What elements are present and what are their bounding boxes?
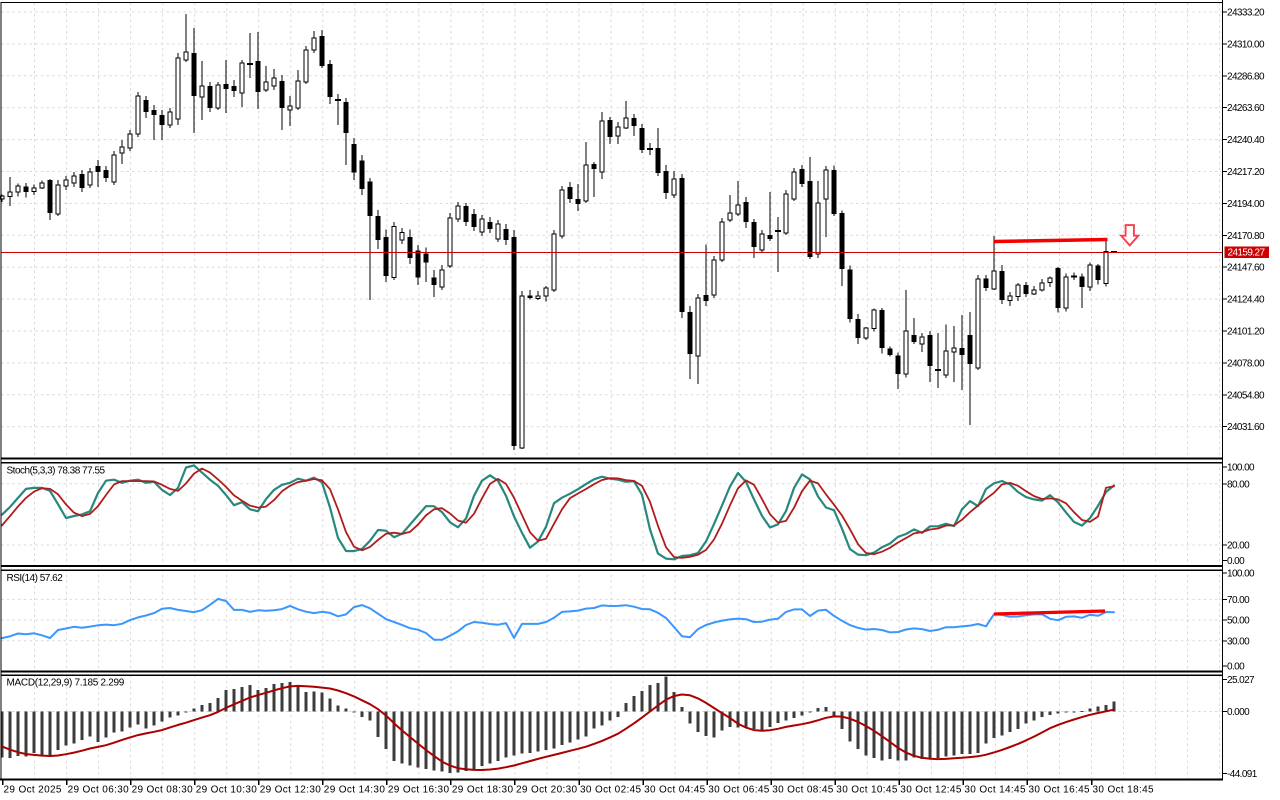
svg-text:29 Oct 14:30: 29 Oct 14:30 — [324, 785, 386, 796]
svg-text:29 Oct 18:30: 29 Oct 18:30 — [452, 785, 514, 796]
svg-text:0.000: 0.000 — [1227, 707, 1250, 718]
svg-text:30.00: 30.00 — [1227, 636, 1250, 647]
svg-text:24054.80: 24054.80 — [1227, 390, 1265, 401]
svg-text:30 Oct 06:45: 30 Oct 06:45 — [708, 785, 770, 796]
svg-text:29 Oct 06:30: 29 Oct 06:30 — [68, 785, 130, 796]
svg-text:29 Oct 12:30: 29 Oct 12:30 — [260, 785, 322, 796]
svg-text:30 Oct 14:45: 30 Oct 14:45 — [964, 785, 1026, 796]
svg-text:30 Oct 02:45: 30 Oct 02:45 — [580, 785, 642, 796]
svg-text:29 Oct 10:30: 29 Oct 10:30 — [196, 785, 258, 796]
svg-text:24333.20: 24333.20 — [1227, 8, 1265, 19]
svg-text:MACD(12,29,9) 7.185 2.299: MACD(12,29,9) 7.185 2.299 — [7, 678, 125, 689]
svg-text:24031.60: 24031.60 — [1227, 422, 1265, 433]
svg-text:30 Oct 10:45: 30 Oct 10:45 — [836, 785, 898, 796]
svg-text:30 Oct 18:45: 30 Oct 18:45 — [1093, 785, 1155, 796]
svg-text:24194.00: 24194.00 — [1227, 199, 1265, 210]
svg-text:29 Oct 16:30: 29 Oct 16:30 — [388, 785, 450, 796]
svg-text:25.027: 25.027 — [1227, 675, 1255, 686]
svg-text:0.00: 0.00 — [1227, 661, 1245, 672]
svg-text:24101.20: 24101.20 — [1227, 327, 1265, 338]
svg-text:24217.20: 24217.20 — [1227, 167, 1265, 178]
svg-text:29 Oct 20:30: 29 Oct 20:30 — [516, 785, 578, 796]
svg-text:Stoch(5,3,3) 78.38 77.55: Stoch(5,3,3) 78.38 77.55 — [7, 466, 106, 477]
svg-text:RSI(14) 57.62: RSI(14) 57.62 — [7, 573, 64, 584]
svg-text:30 Oct 08:45: 30 Oct 08:45 — [772, 785, 834, 796]
svg-text:100.00: 100.00 — [1227, 569, 1255, 580]
svg-text:30 Oct 04:45: 30 Oct 04:45 — [644, 785, 706, 796]
svg-text:29 Oct 2025: 29 Oct 2025 — [4, 785, 62, 796]
svg-text:24078.00: 24078.00 — [1227, 358, 1265, 369]
svg-text:30 Oct 16:45: 30 Oct 16:45 — [1029, 785, 1091, 796]
svg-text:50.00: 50.00 — [1227, 616, 1250, 627]
svg-text:70.00: 70.00 — [1227, 595, 1250, 606]
svg-text:24147.60: 24147.60 — [1227, 263, 1265, 274]
svg-text:100.00: 100.00 — [1227, 463, 1255, 474]
svg-text:24263.60: 24263.60 — [1227, 103, 1265, 114]
svg-text:0.00: 0.00 — [1227, 556, 1245, 567]
svg-text:-44.091: -44.091 — [1227, 769, 1258, 780]
svg-text:24310.00: 24310.00 — [1227, 39, 1265, 50]
svg-text:24124.40: 24124.40 — [1227, 295, 1265, 306]
svg-text:24170.80: 24170.80 — [1227, 231, 1265, 242]
svg-text:20.00: 20.00 — [1227, 541, 1250, 552]
svg-text:29 Oct 08:30: 29 Oct 08:30 — [132, 785, 194, 796]
svg-text:24240.40: 24240.40 — [1227, 135, 1265, 146]
svg-text:80.00: 80.00 — [1227, 479, 1250, 490]
svg-text:24286.80: 24286.80 — [1227, 71, 1265, 82]
svg-text:24159.27: 24159.27 — [1228, 248, 1266, 259]
svg-text:30 Oct 12:45: 30 Oct 12:45 — [900, 785, 962, 796]
